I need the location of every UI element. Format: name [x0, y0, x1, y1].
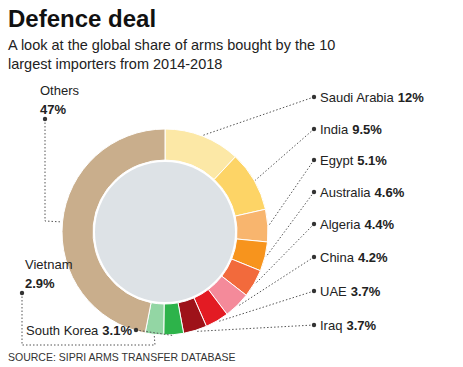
svg-text:Algeria4.4%: Algeria4.4% — [320, 217, 395, 232]
svg-text:Saudi Arabia12%: Saudi Arabia12% — [320, 90, 424, 105]
svg-text:Australia4.6%: Australia4.6% — [320, 185, 405, 200]
svg-text:India9.5%: India9.5% — [320, 122, 382, 137]
svg-text:Others: Others — [40, 83, 80, 98]
svg-text:Vietnam: Vietnam — [25, 257, 72, 272]
svg-text:Egypt5.1%: Egypt5.1% — [320, 153, 387, 168]
svg-text:47%: 47% — [40, 102, 66, 117]
svg-text:UAE3.7%: UAE3.7% — [320, 284, 381, 299]
html-text:A look at the global share of: A look at the global share of arms bough… — [8, 37, 336, 72]
svg-text:Iraq3.7%: Iraq3.7% — [320, 318, 376, 333]
svg-text:2.9%: 2.9% — [25, 276, 55, 291]
svg-text:China4.2%: China4.2% — [320, 250, 388, 265]
html-text:SOURCE: SIPRI ARMS TRANSFER DA: SOURCE: SIPRI ARMS TRANSFER DATABASE — [8, 351, 236, 363]
html-text:Defence deal: Defence deal — [8, 5, 157, 32]
svg-text:South Korea3.1%: South Korea3.1% — [26, 323, 132, 338]
